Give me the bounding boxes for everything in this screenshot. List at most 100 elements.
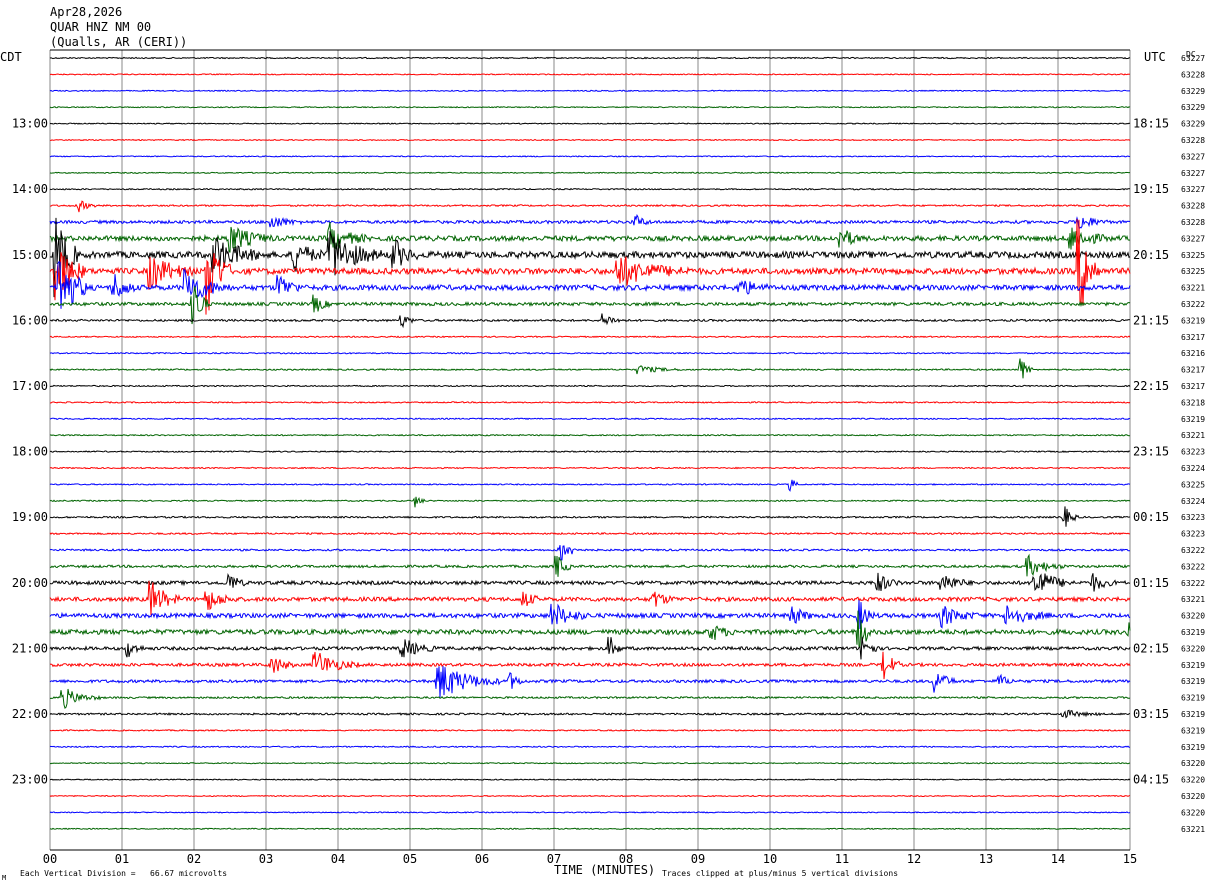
dc-offset-label: 63222 xyxy=(1181,562,1205,571)
dc-offset-label: 63219 xyxy=(1181,743,1205,752)
dc-offset-label: 63227 xyxy=(1181,234,1205,243)
dc-offset-label: 63221 xyxy=(1181,825,1205,834)
time-grid xyxy=(49,49,1131,851)
trace-line xyxy=(49,73,1131,76)
x-tick-label: 09 xyxy=(691,852,705,866)
trace-line xyxy=(49,187,1130,191)
x-tick-label: 02 xyxy=(187,852,201,866)
x-tick-label: 10 xyxy=(763,852,777,866)
trace-line xyxy=(49,213,1131,231)
trace-line xyxy=(49,496,1131,508)
trace-line xyxy=(49,155,1131,158)
left-hour-label: 22:00 xyxy=(12,707,48,721)
dc-offset-label: 63225 xyxy=(1181,251,1205,260)
header-station: QUAR HNZ NM 00 xyxy=(50,20,151,34)
left-hour-label: 17:00 xyxy=(12,379,48,393)
corner-mark: M xyxy=(2,874,6,882)
x-tick-label: 12 xyxy=(907,852,921,866)
trace-line xyxy=(49,433,1131,437)
x-tick-label: 15 xyxy=(1123,852,1137,866)
dc-offset-label: 63219 xyxy=(1181,710,1205,719)
trace-line xyxy=(49,572,1131,592)
right-hour-label: 19:15 xyxy=(1133,182,1169,196)
right-hour-label: 02:15 xyxy=(1133,641,1169,655)
trace-line xyxy=(49,417,1131,421)
left-hour-label: 16:00 xyxy=(12,313,48,327)
x-axis-title: TIME (MINUTES) xyxy=(554,863,655,877)
trace-line xyxy=(49,778,1131,781)
dc-offset-label: 63224 xyxy=(1181,464,1205,473)
dc-offset-labels: 63227 63228 63229 63229 63229 63228 63227 63227… xyxy=(1181,54,1205,834)
left-hour-label: 19:00 xyxy=(12,510,48,524)
trace-line xyxy=(49,450,1131,453)
trace-line xyxy=(49,219,1131,315)
trace-line xyxy=(49,610,1131,648)
dc-offset-label: 63217 xyxy=(1181,333,1205,342)
scale-note: Each Vertical Division = 66.67 microvolt… xyxy=(20,869,227,878)
right-hour-label: 22:15 xyxy=(1133,379,1169,393)
x-tick-label: 06 xyxy=(475,852,489,866)
left-hour-labels: 13:00 14:00 15:00 16:00 17:00 18:00 19:00 20:00… xyxy=(12,117,48,787)
right-hour-label: 03:15 xyxy=(1133,707,1169,721)
trace-line xyxy=(49,553,1131,577)
dc-offset-label: 63228 xyxy=(1181,136,1205,145)
trace-line xyxy=(49,745,1130,749)
x-tick-label: 08 xyxy=(619,852,633,866)
trace-line xyxy=(49,762,1131,765)
dc-offset-label: 63222 xyxy=(1181,300,1205,309)
trace-line xyxy=(49,827,1131,830)
dc-offset-label: 63222 xyxy=(1181,546,1205,555)
trace-line xyxy=(49,171,1131,174)
x-axis-ticks: 00 01 02 03 04 05 06 07 08 09 10 11 12 13 14 15 xyxy=(43,852,1137,866)
trace-line xyxy=(49,466,1131,470)
trace-line xyxy=(49,688,1131,709)
trace-line xyxy=(49,709,1131,719)
left-hour-label: 21:00 xyxy=(12,641,48,655)
dc-offset-label: 63219 xyxy=(1181,661,1205,670)
right-hour-labels: 18:15 19:15 20:15 21:15 22:15 23:15 00:15 01:15… xyxy=(1133,117,1169,787)
trace-line xyxy=(49,335,1131,339)
left-hour-label: 14:00 xyxy=(12,182,48,196)
dc-offset-label: 63219 xyxy=(1181,694,1205,703)
dc-offset-label: 63219 xyxy=(1181,726,1205,735)
trace-line xyxy=(49,200,1131,213)
dc-offset-label: 63222 xyxy=(1181,579,1205,588)
left-hour-label: 18:00 xyxy=(12,445,48,459)
dc-offset-label: 63221 xyxy=(1181,431,1205,440)
trace-line xyxy=(49,479,1131,492)
dc-offset-label: 63229 xyxy=(1181,120,1205,129)
x-tick-label: 13 xyxy=(979,852,993,866)
dc-offset-label: 63223 xyxy=(1181,513,1205,522)
dc-offset-label: 63220 xyxy=(1181,759,1205,768)
dc-offset-label: 63217 xyxy=(1181,382,1205,391)
dc-offset-label: 63227 xyxy=(1181,185,1205,194)
right-hour-label: 21:15 xyxy=(1133,313,1169,327)
left-hour-label: 15:00 xyxy=(12,248,48,262)
dc-offset-label: 63220 xyxy=(1181,792,1205,801)
dc-offset-label: 63216 xyxy=(1181,349,1205,358)
left-hour-label: 20:00 xyxy=(12,576,48,590)
dc-offset-label: 63225 xyxy=(1181,267,1205,276)
x-tick-label: 03 xyxy=(259,852,273,866)
trace-line xyxy=(49,794,1131,798)
left-hour-label: 23:00 xyxy=(12,773,48,787)
dc-offset-label: 63224 xyxy=(1181,497,1205,506)
trace-line xyxy=(49,217,1131,298)
dc-offset-label: 63219 xyxy=(1181,677,1205,686)
trace-line xyxy=(49,313,1131,329)
trace-line xyxy=(49,600,1131,630)
dc-offset-label: 63220 xyxy=(1181,612,1205,621)
dc-offset-label: 63227 xyxy=(1181,169,1205,178)
x-tick-label: 07 xyxy=(547,852,561,866)
trace-line xyxy=(49,106,1131,109)
trace-line xyxy=(49,401,1131,404)
trace-line xyxy=(49,351,1131,355)
dc-offset-label: 63220 xyxy=(1181,776,1205,785)
dc-offset-label: 63228 xyxy=(1181,202,1205,211)
trace-line xyxy=(49,580,1131,616)
dc-offset-label: 63229 xyxy=(1181,103,1205,112)
dc-offset-label: 63217 xyxy=(1181,366,1205,375)
trace-line xyxy=(49,811,1131,814)
trace-rows xyxy=(49,56,1131,830)
